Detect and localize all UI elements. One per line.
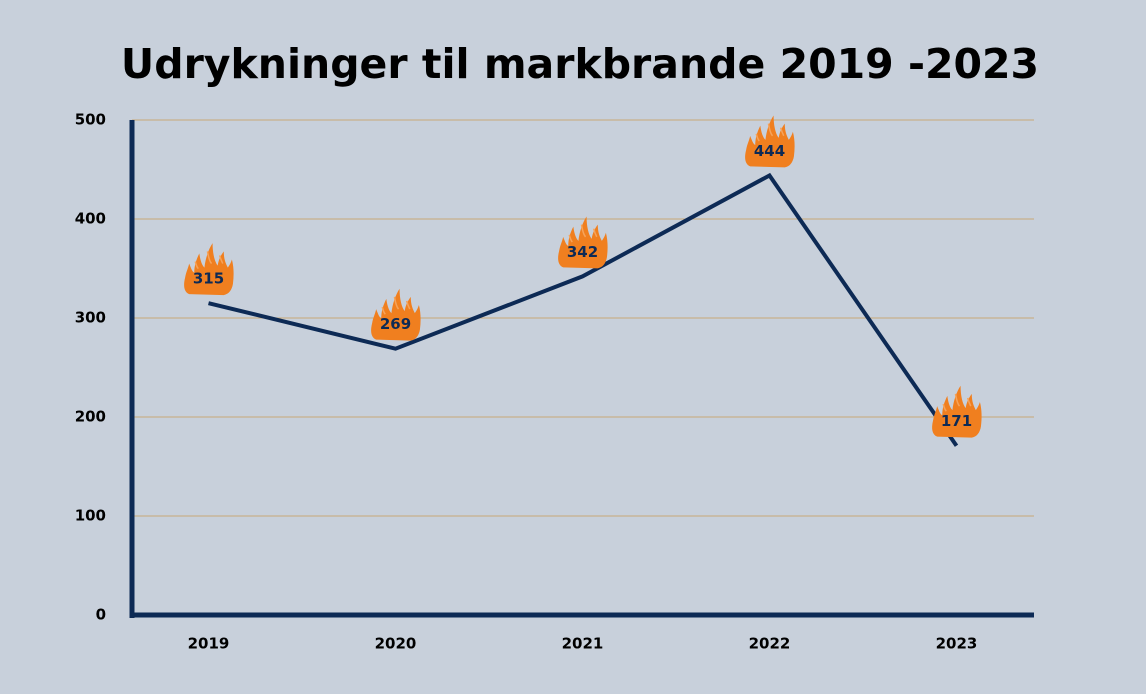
data-label: 444 — [754, 142, 785, 160]
chart-title: Udrykninger til markbrande 2019 -2023 — [121, 40, 1039, 88]
x-tick-label: 2020 — [375, 635, 417, 653]
y-tick-label: 400 — [75, 210, 106, 228]
data-label: 171 — [941, 412, 972, 430]
data-label: 269 — [380, 315, 411, 333]
y-tick-label: 500 — [75, 111, 106, 129]
y-tick-label: 0 — [96, 606, 106, 624]
x-tick-label: 2019 — [188, 635, 230, 653]
line — [208, 172, 959, 447]
x-tick-label: 2021 — [562, 635, 604, 653]
y-tick-label: 200 — [75, 408, 106, 426]
x-tick-label: 2022 — [749, 635, 791, 653]
data-label: 342 — [567, 243, 598, 261]
y-tick-label: 100 — [75, 507, 106, 525]
y-tick-label: 300 — [75, 309, 106, 327]
x-tick-label: 2023 — [936, 635, 978, 653]
data-label: 315 — [193, 270, 224, 288]
